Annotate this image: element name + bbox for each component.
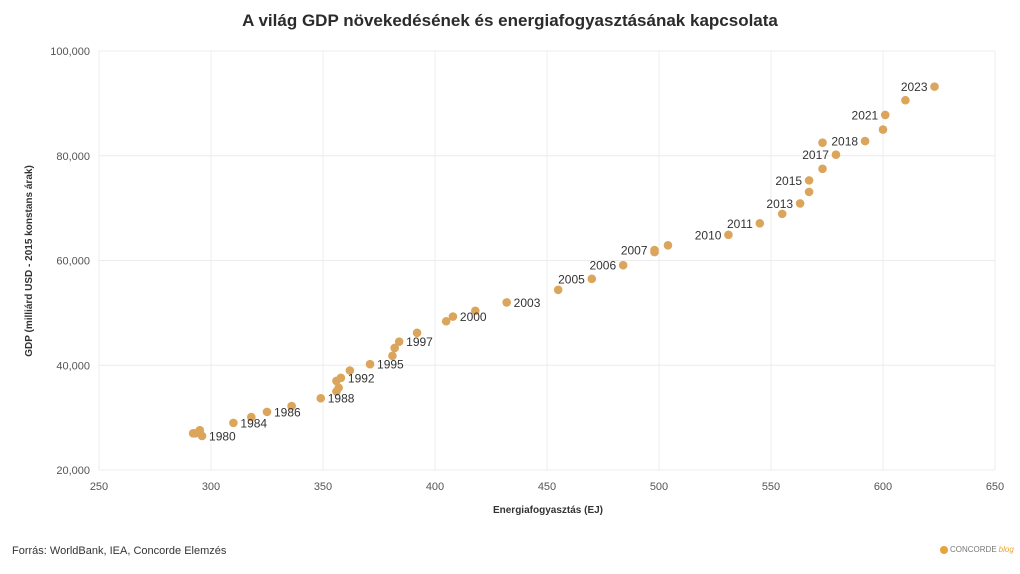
data-label-2003: 2003 <box>514 296 541 310</box>
logo-suffix: blog <box>998 545 1014 554</box>
x-tick-label: 650 <box>986 481 1004 493</box>
data-point-2023 <box>930 82 939 91</box>
data-point-2005 <box>587 274 597 284</box>
data-label-2011: 2011 <box>727 217 753 231</box>
data-point-1990 <box>334 383 343 393</box>
data-point-2013 <box>795 199 805 208</box>
concorde-logo: CONCORDE blog <box>940 545 1014 554</box>
data-point-2015 <box>804 176 814 185</box>
x-tick-label: 600 <box>874 481 892 493</box>
data-point-2022 <box>901 95 910 105</box>
data-point-2006 <box>618 260 628 270</box>
data-point-1996 <box>390 343 399 353</box>
x-tick-label: 350 <box>314 481 332 493</box>
source-note: Forrás: WorldBank, IEA, Concorde Elemzés <box>12 545 227 557</box>
data-label-2017: 2017 <box>802 148 829 162</box>
x-tick-label: 500 <box>650 481 668 493</box>
data-point-1986 <box>262 407 272 417</box>
x-tick-label: 550 <box>762 481 780 493</box>
data-point-2000 <box>448 312 458 321</box>
data-point-1999 <box>441 316 451 326</box>
data-point-1987 <box>287 401 296 411</box>
data-point-1998 <box>412 328 422 338</box>
data-point-1997 <box>394 337 404 346</box>
data-label-1980: 1980 <box>209 429 236 443</box>
data-point-2014 <box>804 187 814 197</box>
data-label-1995: 1995 <box>377 358 404 372</box>
logo-brand: CONCORDE <box>950 545 997 554</box>
data-point-2021 <box>880 110 890 120</box>
data-label-2015: 2015 <box>775 174 802 188</box>
data-point-2008 <box>650 247 659 257</box>
data-points <box>188 82 939 441</box>
x-tick-label: 250 <box>90 481 108 493</box>
data-point-2012 <box>777 209 787 219</box>
data-label-1984: 1984 <box>240 416 267 430</box>
data-point-1983 <box>195 425 205 435</box>
data-label-2021: 2021 <box>852 108 879 122</box>
y-tick-label: 20,000 <box>56 465 90 477</box>
chart-title: A világ GDP növekedésének és energiafogy… <box>242 11 778 30</box>
x-tick-label: 300 <box>202 481 220 493</box>
data-point-2001 <box>471 306 480 316</box>
data-point-2016 <box>818 164 827 174</box>
data-point-2003 <box>502 298 511 307</box>
data-label-1986: 1986 <box>274 405 301 419</box>
x-tick-label: 450 <box>538 481 556 493</box>
data-label-1997: 1997 <box>406 335 433 349</box>
data-label-2006: 2006 <box>589 259 616 273</box>
data-label-2000: 2000 <box>460 310 487 324</box>
tick-layer: 250 300 350 400 450 500 550 600 650 20,000 40,000 6… <box>50 46 1004 493</box>
concorde-logo-icon <box>940 545 948 554</box>
data-label-2005: 2005 <box>558 272 585 286</box>
y-axis-label: GDP (milliárd USD - 2015 konstans árak) <box>24 165 35 357</box>
data-point-1993 <box>345 366 355 375</box>
data-label-1988: 1988 <box>328 392 355 406</box>
data-point-2009 <box>663 241 673 250</box>
data-label-2023: 2023 <box>901 80 928 94</box>
y-tick-label: 100,000 <box>50 46 90 58</box>
data-label-2007: 2007 <box>621 244 648 258</box>
y-tick-label: 60,000 <box>56 256 90 268</box>
data-point-1995 <box>365 359 375 369</box>
data-label-2010: 2010 <box>695 228 722 242</box>
x-axis-label: Energiafogyasztás (EJ) <box>493 505 603 516</box>
data-label-2018: 2018 <box>831 135 858 149</box>
data-point-1988 <box>316 393 326 403</box>
data-point-1982 <box>188 429 198 438</box>
y-tick-label: 40,000 <box>56 360 90 372</box>
data-label-2013: 2013 <box>766 197 793 211</box>
data-point-1992 <box>336 373 346 383</box>
data-point-1985 <box>247 412 256 422</box>
data-point-1994 <box>388 351 397 361</box>
grid-layer <box>98 50 996 471</box>
y-tick-label: 80,000 <box>56 151 90 163</box>
data-point-2020 <box>878 125 888 134</box>
data-point-2004 <box>553 285 563 295</box>
data-point-2011 <box>755 219 765 228</box>
data-label-1992: 1992 <box>348 371 375 385</box>
data-point-1984 <box>229 418 238 428</box>
x-tick-label: 400 <box>426 481 444 493</box>
data-point-2019 <box>818 138 827 147</box>
data-point-2017 <box>831 150 841 160</box>
data-point-2010 <box>724 230 733 240</box>
data-point-2018 <box>860 136 870 146</box>
